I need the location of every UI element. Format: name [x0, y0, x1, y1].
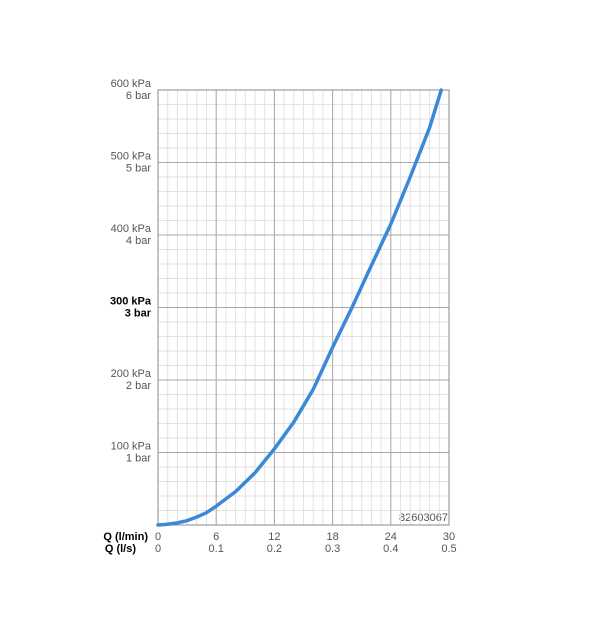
x2-tick-label: 0.5 — [441, 543, 456, 555]
x-tick-label: 12 — [268, 531, 280, 543]
x2-tick-label: 0 — [155, 543, 161, 555]
data-line — [156, 88, 443, 527]
x-tick-label: 0 — [155, 531, 161, 543]
x2-axis-label: Q (l/s) — [105, 543, 137, 555]
y-tick-label: 200 kPa — [111, 368, 152, 380]
x2-tick-label: 0.3 — [325, 543, 340, 555]
y-tick-label: 100 kPa — [111, 440, 152, 452]
x2-tick-label: 0.1 — [209, 543, 224, 555]
y2-tick-label: 6 bar — [126, 90, 151, 102]
x-tick-label: 30 — [443, 531, 455, 543]
x-tick-label: 24 — [385, 531, 397, 543]
y2-tick-label: 1 bar — [126, 452, 151, 464]
y2-tick-label: 4 bar — [126, 235, 151, 247]
y-tick-label: 500 kPa — [111, 150, 152, 162]
x2-tick-label: 0.2 — [267, 543, 282, 555]
y-tick-label: 400 kPa — [111, 223, 152, 235]
y-tick-label: 600 kPa — [111, 78, 152, 90]
y2-tick-label: 2 bar — [126, 380, 151, 392]
x2-tick-label: 0.4 — [383, 543, 398, 555]
y-tick-label: 300 kPa — [110, 295, 152, 307]
x-tick-label: 18 — [326, 531, 338, 543]
y2-tick-label: 3 bar — [125, 307, 152, 319]
x-axis-label: Q (l/min) — [103, 531, 148, 543]
annotation: 82603067 — [399, 512, 448, 524]
plot-frame — [157, 89, 450, 526]
y2-tick-label: 5 bar — [126, 162, 151, 174]
x-tick-label: 6 — [213, 531, 219, 543]
